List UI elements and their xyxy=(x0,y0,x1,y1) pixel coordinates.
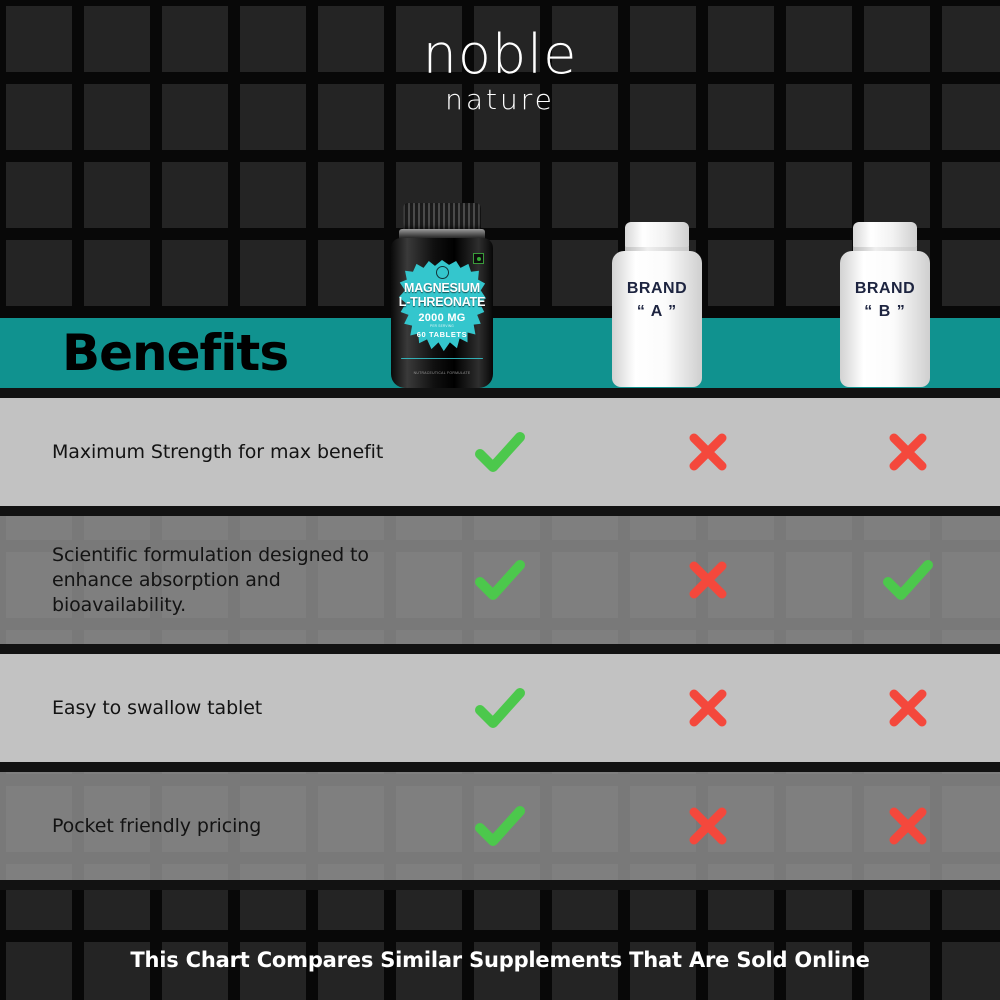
veg-mark-icon xyxy=(473,253,484,264)
cell-brand-b xyxy=(815,802,1000,850)
cell-brand-a xyxy=(600,684,815,732)
header-region: noble nature xyxy=(0,0,1000,318)
cross-icon xyxy=(684,556,732,604)
cell-product xyxy=(400,802,600,850)
row-divider xyxy=(0,644,1000,654)
cell-product xyxy=(400,428,600,476)
bottle-cap xyxy=(403,203,481,231)
product-dose: 2000 MG xyxy=(418,312,466,324)
product-bottle-magnesium[interactable]: MAGNESIUM L-THREONATE 2000 MG PER SERVIN… xyxy=(386,203,498,388)
check-icon xyxy=(472,684,528,732)
cell-brand-a xyxy=(600,556,815,604)
comparison-table: Maximum Strength for max benefit Scientif… xyxy=(0,388,1000,890)
benefits-heading: Benefits xyxy=(62,324,289,382)
check-icon xyxy=(472,556,528,604)
benefit-label: Easy to swallow tablet xyxy=(52,696,263,719)
teal-banner xyxy=(0,318,1000,388)
product-name-line2: L-THREONATE xyxy=(398,295,486,309)
label-divider-line xyxy=(401,358,483,359)
logo-main-text: noble xyxy=(422,23,578,86)
cell-brand-b xyxy=(815,428,1000,476)
check-icon xyxy=(472,428,528,476)
footer-region: This Chart Compares Similar Supplements … xyxy=(0,865,1000,1000)
cross-icon xyxy=(684,802,732,850)
logo-sub-text: nature xyxy=(445,83,555,116)
table-row: Maximum Strength for max benefit xyxy=(0,398,1000,506)
competitor-label-line1: BRAND xyxy=(854,280,916,297)
bottle-body xyxy=(612,251,702,387)
cross-icon xyxy=(884,428,932,476)
bottle-cap xyxy=(625,222,689,248)
table-row: Pocket friendly pricing xyxy=(0,772,1000,880)
competitor-bottle-brand-b[interactable]: BRAND “ B ” xyxy=(840,222,930,387)
table-row: Scientific formulation designed to enhan… xyxy=(0,516,1000,644)
cross-icon xyxy=(884,684,932,732)
cell-brand-a xyxy=(600,428,815,476)
bottle-body: MAGNESIUM L-THREONATE 2000 MG PER SERVIN… xyxy=(391,238,493,388)
row-divider xyxy=(0,388,1000,398)
cross-icon xyxy=(684,684,732,732)
brand-logo: noble nature xyxy=(0,28,1000,114)
product-name-line1: MAGNESIUM xyxy=(404,281,480,295)
bottle-neck xyxy=(625,247,689,252)
bottle-neck xyxy=(853,247,917,252)
cross-icon xyxy=(684,428,732,476)
benefit-label: Maximum Strength for max benefit xyxy=(52,440,384,463)
row-divider xyxy=(0,506,1000,516)
benefit-label: Scientific formulation designed to enhan… xyxy=(52,543,369,616)
cell-product xyxy=(400,684,600,732)
cross-icon xyxy=(884,802,932,850)
competitor-bottle-brand-a[interactable]: BRAND “ A ” xyxy=(612,222,702,387)
benefit-label: Pocket friendly pricing xyxy=(52,814,262,837)
product-footnote: NUTRACEUTICAL FORMULATE xyxy=(413,371,471,375)
product-count: 60 TABLETS xyxy=(416,330,468,339)
check-icon xyxy=(880,556,936,604)
bottle-cap xyxy=(853,222,917,248)
competitor-label-line2: “ B ” xyxy=(864,303,906,320)
cell-brand-b xyxy=(815,684,1000,732)
product-name: MAGNESIUM L-THREONATE xyxy=(391,281,493,309)
competitor-label-line1: BRAND xyxy=(626,280,688,297)
cell-brand-a xyxy=(600,802,815,850)
check-icon xyxy=(472,802,528,850)
product-serving-note: PER SERVING xyxy=(430,324,454,328)
competitor-label: BRAND “ B ” xyxy=(840,280,930,321)
row-divider xyxy=(0,880,1000,890)
row-divider xyxy=(0,762,1000,772)
bottle-body xyxy=(840,251,930,387)
competitor-label-line2: “ A ” xyxy=(636,303,678,320)
bottle-logo-icon xyxy=(391,266,493,281)
footer-caption: This Chart Compares Similar Supplements … xyxy=(130,948,870,972)
table-row: Easy to swallow tablet xyxy=(0,654,1000,762)
cell-brand-b xyxy=(815,556,1000,604)
competitor-label: BRAND “ A ” xyxy=(612,280,702,321)
cell-product xyxy=(400,556,600,604)
